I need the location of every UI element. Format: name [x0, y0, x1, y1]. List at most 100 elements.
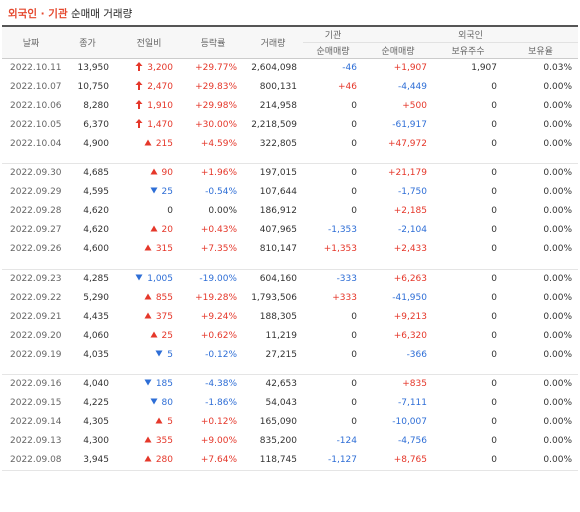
close-price-cell: 4,595 [83, 187, 109, 197]
close-price-cell: 4,900 [83, 138, 109, 149]
change-value: 0 [167, 206, 173, 216]
volume-cell: 2,604,098 [251, 62, 297, 73]
header-volume: 거래량 [243, 25, 303, 59]
close-price-cell: 13,950 [77, 62, 110, 73]
foreign-ratio-cell: 0.00% [503, 451, 578, 471]
change-cell: 5 [115, 346, 183, 365]
date-cell: 2022.09.28 [10, 206, 62, 216]
close-price-cell: 6,370 [83, 119, 109, 130]
foreign-hold-cell: 0 [491, 311, 497, 322]
rate-cell: +29.77% [195, 62, 237, 73]
rate-cell: +0.62% [200, 330, 237, 341]
header-institution: 기관 [303, 25, 363, 43]
foreign-net-cell: +6,320 [393, 330, 427, 341]
foreign-ratio-cell: 0.00% [543, 398, 572, 408]
table-row: 2022.09.26 4,600 315 +7.35% 810,147 +1,353 +2,… [2, 240, 578, 259]
inst-net-cell: 0 [351, 417, 357, 427]
foreign-net-cell: -4,449 [397, 81, 427, 92]
foreign-net-cell: +21,179 [387, 168, 427, 178]
volume-cell: 800,131 [259, 81, 297, 92]
change-cell: 5 [115, 413, 183, 432]
rate-cell: -4.38% [205, 379, 237, 389]
foreign-net-cell: -7,111 [397, 398, 427, 408]
date-cell: 2022.09.19 [10, 349, 62, 360]
triangle-up-icon [144, 135, 152, 154]
close-price-cell: 5,290 [83, 292, 109, 303]
close-price-cell: 4,685 [83, 168, 109, 178]
investor-trading-table: 날짜 종가 전일비 등락률 거래량 기관 외국인 순매매량 순매매량 보유주수 … [2, 25, 578, 471]
foreign-ratio-cell: 0.00% [543, 119, 572, 130]
volume-cell: 2,218,509 [251, 119, 297, 130]
volume-cell: 42,653 [265, 379, 298, 389]
change-value: 855 [155, 292, 173, 303]
rate-cell: -19.00% [199, 273, 237, 284]
foreign-hold-cell: 0 [491, 273, 497, 284]
date-cell: 2022.09.16 [10, 379, 62, 389]
foreign-ratio-cell: 0.00% [543, 206, 572, 216]
foreign-hold-cell: 0 [491, 244, 497, 254]
date-cell: 2022.09.23 [10, 273, 62, 284]
triangle-up-icon [144, 240, 152, 259]
date-cell: 2022.10.04 [10, 138, 62, 149]
section-title: 외국인 · 기관 순매매 거래량 [8, 6, 132, 22]
foreign-ratio-cell: 0.00% [543, 330, 572, 341]
rate-cell: +9.00% [200, 436, 237, 446]
group-separator [2, 364, 578, 375]
table-row: 2022.09.28 4,620 0 0.00% 186,912 0 +2,185 0 0.00… [2, 202, 578, 221]
foreign-net-cell: -41,950 [392, 292, 427, 303]
header-foreign-net: 순매매량 [363, 42, 433, 59]
inst-net-cell: -46 [342, 62, 357, 73]
change-value: 25 [161, 187, 173, 197]
volume-cell: 214,958 [259, 100, 297, 111]
foreign-net-cell: -1,750 [397, 187, 427, 197]
triangle-up-icon [144, 432, 152, 451]
foreign-hold-cell: 0 [433, 451, 503, 471]
change-cell: 80 [115, 394, 183, 413]
rate-cell: +0.43% [200, 225, 237, 235]
volume-cell: 197,015 [259, 168, 297, 178]
foreign-ratio-cell: 0.00% [543, 417, 572, 427]
date-cell: 2022.09.13 [10, 436, 62, 446]
triangle-up-icon [150, 221, 158, 240]
foreign-net-cell: +2,185 [393, 206, 427, 216]
foreign-ratio-cell: 0.03% [543, 62, 572, 73]
change-cell: 20 [115, 221, 183, 240]
table-row: 2022.10.06 8,280 1,910 +29.98% 214,958 0 +500 0… [2, 97, 578, 116]
rate-cell: +0.12% [200, 417, 237, 427]
volume-cell: 165,090 [259, 417, 297, 427]
foreign-hold-cell: 0 [491, 225, 497, 235]
close-price-cell: 4,620 [83, 206, 109, 216]
foreign-hold-cell: 0 [491, 379, 497, 389]
change-cell: 1,910 [115, 97, 183, 116]
close-price-cell: 4,600 [83, 244, 109, 254]
inst-net-cell: 0 [351, 206, 357, 216]
volume-cell: 27,215 [265, 349, 298, 360]
change-value: 20 [161, 225, 173, 235]
close-price-cell: 4,040 [83, 379, 109, 389]
close-price-cell: 4,300 [83, 436, 109, 446]
table-row: 2022.09.15 4,225 80 -1.86% 54,043 0 -7,111 0 0.0… [2, 394, 578, 413]
table-row: 2022.09.20 4,060 25 +0.62% 11,219 0 +6,320 0 0.0… [2, 327, 578, 346]
change-value: 280 [155, 455, 173, 465]
volume-cell: 54,043 [265, 398, 298, 408]
change-value: 375 [155, 311, 173, 322]
foreign-hold-cell: 0 [491, 330, 497, 341]
foreign-net-cell: +1,907 [393, 62, 427, 73]
foreign-hold-cell: 0 [491, 398, 497, 408]
foreign-net-cell: +2,433 [393, 244, 427, 254]
foreign-hold-cell: 0 [491, 187, 497, 197]
triangle-down-icon [135, 270, 143, 289]
inst-net-cell: 0 [351, 168, 357, 178]
close-price-cell: 4,305 [83, 417, 109, 427]
change-value: 3,200 [147, 62, 173, 73]
foreign-ratio-cell: 0.00% [543, 349, 572, 360]
title-accent: 외국인 · 기관 [8, 8, 68, 20]
date-cell: 2022.10.05 [10, 119, 62, 130]
triangle-up-icon [144, 451, 152, 470]
table-row: 2022.09.16 4,040 185 -4.38% 42,653 0 +835 0 0.00… [2, 375, 578, 395]
foreign-hold-cell: 0 [491, 168, 497, 178]
volume-cell: 604,160 [259, 273, 297, 284]
table-row: 2022.09.08 3,945 280 +7.64% 118,745 -1,127 +8,… [2, 451, 578, 471]
volume-cell: 322,805 [259, 138, 297, 149]
change-value: 5 [167, 417, 173, 427]
